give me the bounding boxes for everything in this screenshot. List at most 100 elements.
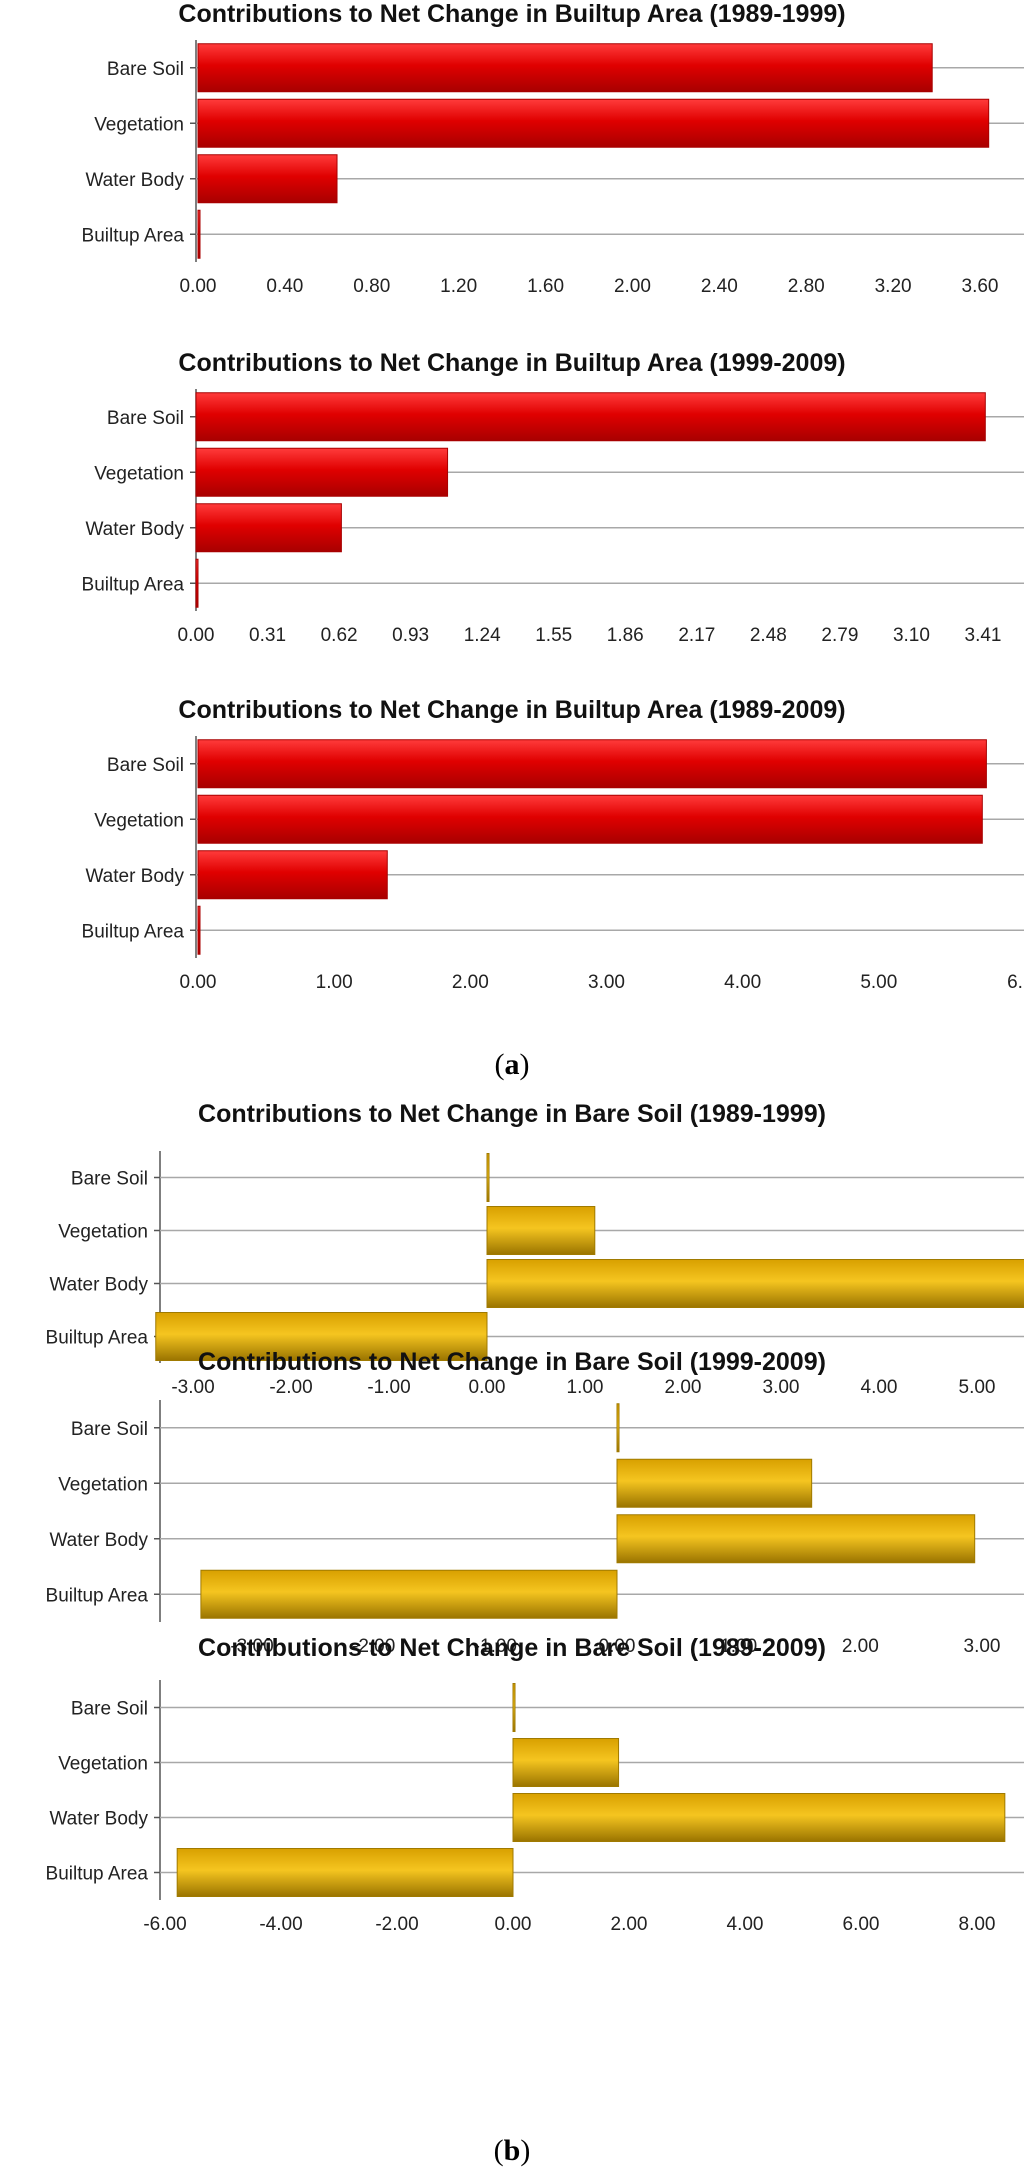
category-label-builtup-area: Builtup Area xyxy=(46,1328,149,1349)
bar-water-body xyxy=(197,850,388,900)
x-tick-label: 2.00 xyxy=(452,972,489,993)
x-tick-label: 2.00 xyxy=(614,276,651,297)
panel-label-a-close: ) xyxy=(520,1048,530,1081)
category-label-vegetation: Vegetation xyxy=(58,1754,148,1775)
x-tick-label: -3.00 xyxy=(230,1636,273,1657)
panel-label-b-letter: b xyxy=(504,2134,521,2167)
panel-label-a: (a) xyxy=(495,1048,530,1081)
x-tick-label: 5.00 xyxy=(860,972,897,993)
x-tick-label: 2.00 xyxy=(665,1377,702,1398)
panel-label-a-open: ( xyxy=(495,1048,505,1081)
x-tick-label: 3.00 xyxy=(763,1377,800,1398)
x-tick-label: 0.80 xyxy=(353,276,390,297)
category-label-water-body: Water Body xyxy=(49,1809,148,1830)
category-label-water-body: Water Body xyxy=(85,866,184,887)
x-tick-label: -3.00 xyxy=(171,1377,214,1398)
bar-builtup-area xyxy=(197,209,201,259)
x-tick-label: 1.00 xyxy=(567,1377,604,1398)
bar-vegetation xyxy=(197,794,983,844)
category-label-water-body: Water Body xyxy=(49,1275,148,1296)
x-tick-label: 6. xyxy=(1007,972,1023,993)
category-label-vegetation: Vegetation xyxy=(94,114,184,135)
x-tick-label: 3.00 xyxy=(588,972,625,993)
bar-builtup-area xyxy=(197,905,201,955)
chart-title: Contributions to Net Change in Builtup A… xyxy=(178,696,845,724)
charts-root: Contributions to Net Change in Builtup A… xyxy=(46,0,1024,1935)
category-label-water-body: Water Body xyxy=(49,1530,148,1551)
x-tick-label: 1.20 xyxy=(440,276,477,297)
x-tick-label: 0.40 xyxy=(266,276,303,297)
chart-2: Contributions to Net Change in Builtup A… xyxy=(82,349,1024,646)
chart-title: Contributions to Net Change in Builtup A… xyxy=(178,349,845,377)
category-label-vegetation: Vegetation xyxy=(94,810,184,831)
x-tick-label: 1.55 xyxy=(535,625,572,646)
bar-builtup-area xyxy=(200,1569,618,1619)
chart-title: Contributions to Net Change in Bare Soil… xyxy=(198,1634,826,1662)
category-label-builtup-area: Builtup Area xyxy=(46,1864,149,1885)
bar-water-body xyxy=(197,154,338,204)
x-tick-label: 6.00 xyxy=(843,1914,880,1935)
bar-vegetation xyxy=(486,1206,596,1255)
x-tick-label: 4.00 xyxy=(727,1914,764,1935)
x-tick-label: -2.00 xyxy=(352,1636,395,1657)
bar-vegetation xyxy=(195,447,449,497)
category-label-vegetation: Vegetation xyxy=(94,463,184,484)
bar-bare-soil xyxy=(486,1153,490,1202)
category-label-builtup-area: Builtup Area xyxy=(82,921,185,942)
x-tick-label: 0.93 xyxy=(392,625,429,646)
x-tick-label: 0.00 xyxy=(180,972,217,993)
x-tick-label: -4.00 xyxy=(259,1914,302,1935)
category-label-builtup-area: Builtup Area xyxy=(82,574,185,595)
x-tick-label: -1.00 xyxy=(367,1377,410,1398)
bar-vegetation xyxy=(616,1458,813,1508)
chart-3: Contributions to Net Change in Builtup A… xyxy=(82,696,1024,993)
x-tick-label: 0.00 xyxy=(180,276,217,297)
x-tick-label: 0.62 xyxy=(321,625,358,646)
category-label-bare-soil: Bare Soil xyxy=(107,59,184,80)
category-label-bare-soil: Bare Soil xyxy=(71,1169,148,1190)
chart-title: Contributions to Net Change in Bare Soil… xyxy=(198,1100,826,1128)
x-tick-label: -6.00 xyxy=(143,1914,186,1935)
x-tick-label: -2.00 xyxy=(269,1377,312,1398)
bar-bare-soil xyxy=(616,1403,620,1453)
x-tick-label: 2.40 xyxy=(701,276,738,297)
category-label-bare-soil: Bare Soil xyxy=(71,1699,148,1720)
chart-title: Contributions to Net Change in Bare Soil… xyxy=(198,1348,826,1376)
bar-water-body xyxy=(512,1793,1006,1842)
x-tick-label: 1.24 xyxy=(464,625,501,646)
bar-bare-soil xyxy=(197,739,987,789)
x-tick-label: 2.80 xyxy=(788,276,825,297)
x-tick-label: 0.00 xyxy=(599,1636,636,1657)
bar-water-body xyxy=(195,503,342,553)
x-tick-label: 3.41 xyxy=(965,625,1002,646)
chart-6: Contributions to Net Change in Bare Soil… xyxy=(46,1634,1024,1935)
category-label-water-body: Water Body xyxy=(85,170,184,191)
bar-vegetation xyxy=(512,1738,620,1787)
svg-text:(b): (b) xyxy=(494,2134,531,2167)
x-tick-label: 3.10 xyxy=(893,625,930,646)
x-tick-label: 2.79 xyxy=(821,625,858,646)
x-tick-label: 2.48 xyxy=(750,625,787,646)
category-label-bare-soil: Bare Soil xyxy=(107,755,184,776)
bar-bare-soil xyxy=(195,392,986,442)
bar-water-body xyxy=(616,1514,976,1564)
bar-builtup-area xyxy=(176,1848,514,1897)
chart-4: Contributions to Net Change in Bare Soil… xyxy=(46,1100,1024,1398)
panel-label-b-open: ( xyxy=(494,2134,504,2167)
x-tick-label: -1.00 xyxy=(474,1636,517,1657)
x-tick-label: 3.20 xyxy=(875,276,912,297)
x-tick-label: 2.00 xyxy=(842,1636,879,1657)
x-tick-label: -2.00 xyxy=(375,1914,418,1935)
category-label-vegetation: Vegetation xyxy=(58,1474,148,1495)
bar-builtup-area xyxy=(195,558,199,608)
x-tick-label: 8.00 xyxy=(959,1914,996,1935)
x-tick-label: 4.00 xyxy=(724,972,761,993)
panel-label-b: (b) xyxy=(494,2134,531,2167)
bar-bare-soil xyxy=(512,1683,516,1732)
x-tick-label: 2.17 xyxy=(678,625,715,646)
bar-builtup-area xyxy=(155,1312,488,1361)
panel-label-a-letter: a xyxy=(505,1048,520,1081)
panel-label-b-close: ) xyxy=(520,2134,530,2167)
svg-text:(a): (a) xyxy=(495,1048,530,1081)
